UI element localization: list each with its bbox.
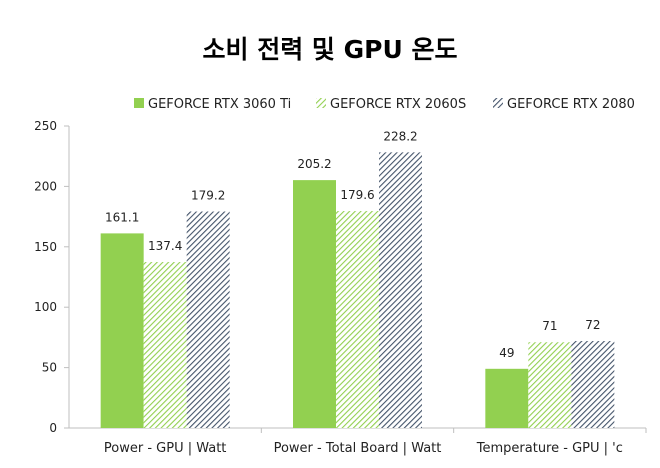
bar: [293, 180, 336, 428]
data-labels: 161.1 137.4 179.2 205.2 179.6 228.2 49 71 72: [105, 129, 600, 359]
data-label: 205.2: [297, 157, 331, 171]
data-label: 179.2: [191, 189, 225, 203]
y-axis-ticks: 0 50 100 150 200 250: [34, 119, 69, 435]
bars: [100, 152, 615, 428]
data-label: 228.2: [383, 129, 417, 143]
data-label: 137.4: [148, 239, 182, 253]
bar: [379, 152, 422, 428]
data-label: 161.1: [105, 210, 139, 224]
data-label: 49: [499, 346, 514, 360]
y-tick-label: 250: [34, 119, 57, 133]
legend-swatch: [493, 98, 503, 108]
data-label: 72: [585, 318, 600, 332]
legend-swatch: [316, 98, 326, 108]
legend-swatch: [134, 98, 144, 108]
bar: [485, 368, 529, 428]
bar: [571, 341, 615, 428]
bar: [186, 211, 230, 428]
category-label: Power - GPU | Watt: [104, 441, 227, 456]
data-label: 179.6: [340, 188, 374, 202]
category-label: Power - Total Board | Watt: [274, 441, 442, 456]
legend-label: GEFORCE RTX 3060 Ti: [148, 97, 291, 112]
category-labels: Power - GPU | Watt Power - Total Board | …: [104, 428, 647, 456]
y-tick-label: 100: [34, 300, 57, 314]
data-label: 71: [542, 319, 557, 333]
legend-label: GEFORCE RTX 2060S: [330, 97, 466, 112]
y-tick-label: 50: [42, 361, 57, 375]
bar: [143, 262, 187, 428]
y-tick-label: 150: [34, 240, 57, 254]
y-tick-label: 200: [34, 179, 57, 193]
bar: [528, 342, 572, 428]
bar: [336, 211, 379, 428]
y-tick-label: 0: [49, 421, 57, 435]
chart-title: 소비 전력 및 GPU 온도: [203, 35, 458, 64]
category-label: Temperature - GPU | 'c: [476, 441, 623, 456]
bar: [100, 233, 144, 428]
legend-label: GEFORCE RTX 2080: [507, 97, 635, 112]
legend: GEFORCE RTX 3060 Ti GEFORCE RTX 2060S GEFO…: [134, 97, 635, 112]
